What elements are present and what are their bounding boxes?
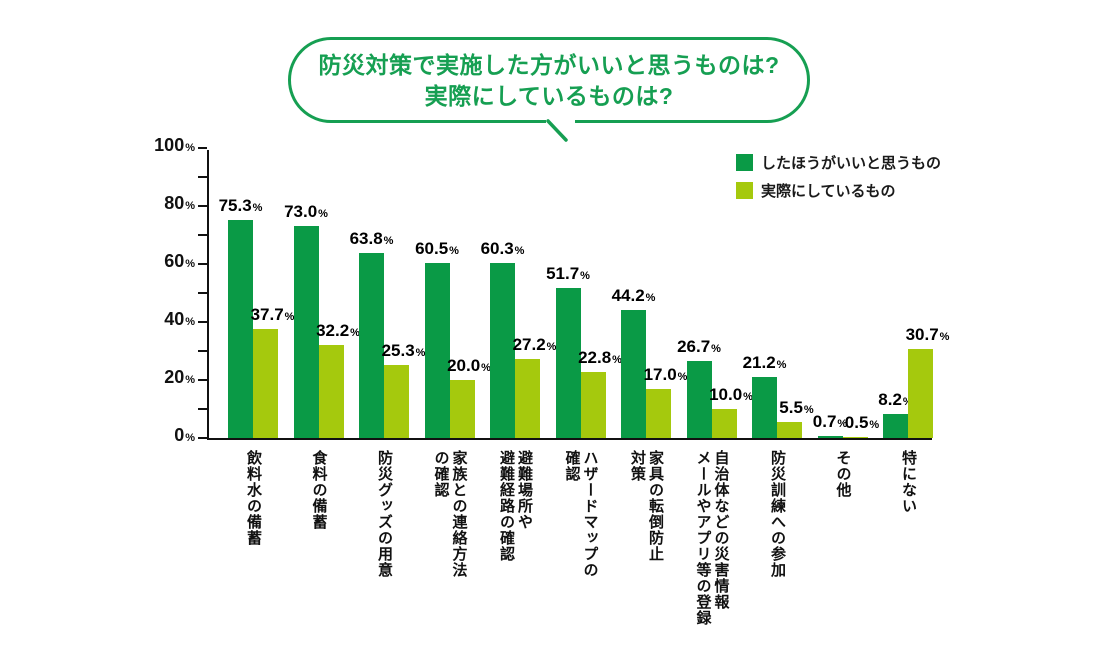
value-label-think: 73.0% bbox=[284, 202, 328, 222]
category-label: 避難場所や 避難経路の確認 bbox=[498, 450, 533, 562]
y-axis-tick bbox=[198, 437, 207, 439]
bar-think bbox=[817, 435, 843, 438]
y-axis-label: 40% bbox=[164, 309, 195, 329]
category-label: 特にない bbox=[900, 450, 917, 514]
y-axis-tick bbox=[198, 292, 207, 294]
value-label-doing: 0.5% bbox=[844, 412, 880, 432]
y-axis-tick bbox=[198, 234, 207, 236]
value-label-doing: 25.3% bbox=[381, 340, 426, 360]
category-label: 防災グッズの用意 bbox=[376, 450, 393, 578]
category-label: その他 bbox=[834, 450, 852, 498]
y-axis-tick bbox=[198, 176, 207, 178]
y-axis-tick bbox=[198, 408, 207, 410]
category-label: 食料の備蓄 bbox=[310, 450, 328, 530]
bar-think bbox=[621, 309, 646, 438]
value-label-think: 60.3% bbox=[480, 239, 525, 259]
value-label-doing: 22.8% bbox=[578, 347, 622, 367]
value-label-think: 75.3% bbox=[218, 195, 263, 215]
category-label: 自治体などの災害情報 メールやアプリ等の登録 bbox=[694, 450, 730, 626]
y-axis-label: 20% bbox=[164, 367, 195, 387]
bar-doing bbox=[908, 348, 933, 438]
legend: したほうがいいと思うもの 実際にしているもの bbox=[736, 152, 941, 208]
category-label: 飲料水の備蓄 bbox=[245, 450, 262, 546]
y-axis-tick bbox=[198, 205, 207, 207]
value-label-think: 60.5% bbox=[415, 238, 459, 258]
value-label-think: 8.2% bbox=[878, 390, 912, 410]
bar-doing bbox=[842, 436, 868, 438]
category-label: ハザードマップの 確認 bbox=[563, 450, 599, 578]
y-axis-tick bbox=[198, 350, 207, 352]
y-axis-tick bbox=[198, 263, 207, 265]
value-label-doing: 37.7% bbox=[250, 304, 295, 324]
legend-swatch-doing bbox=[736, 182, 753, 199]
value-label-doing: 30.7% bbox=[905, 324, 950, 344]
bar-think bbox=[424, 262, 450, 438]
y-axis-label: 60% bbox=[164, 251, 195, 271]
legend-item-think: したほうがいいと思うもの bbox=[736, 152, 941, 173]
category-label: 防災訓練への参加 bbox=[769, 450, 786, 578]
category-label: 家具の転倒防止 対策 bbox=[629, 450, 664, 562]
bar-doing bbox=[384, 364, 409, 438]
bar-think bbox=[883, 414, 908, 438]
value-label-think: 26.7% bbox=[677, 336, 721, 356]
speech-bubble-tail bbox=[546, 118, 575, 142]
value-label-doing: 20.0% bbox=[447, 356, 491, 375]
legend-label-doing: 実際にしているもの bbox=[761, 183, 896, 200]
bar-think bbox=[555, 288, 581, 438]
y-axis-label: 100% bbox=[154, 135, 195, 155]
bar-think bbox=[686, 360, 712, 438]
value-label-think: 44.2% bbox=[611, 285, 656, 305]
y-axis-tick bbox=[198, 321, 207, 323]
value-label-doing: 27.2% bbox=[512, 335, 557, 355]
y-axis-label: 0% bbox=[174, 425, 195, 445]
legend-swatch-think bbox=[736, 154, 753, 171]
value-label-doing: 5.5% bbox=[779, 398, 814, 418]
chart-title-bubble: 防災対策で実施した方がいいと思うものは? 実際にしているものは? bbox=[288, 37, 810, 123]
y-axis-tick bbox=[198, 379, 207, 381]
category-label: 家族との連絡方法 の確認 bbox=[432, 450, 468, 578]
bar-doing bbox=[646, 388, 671, 438]
chart-title-line-1: 防災対策で実施した方がいいと思うものは? bbox=[318, 52, 780, 78]
value-label-think: 0.7% bbox=[812, 411, 848, 431]
bar-doing bbox=[777, 422, 802, 438]
value-label-doing: 17.0% bbox=[643, 364, 688, 384]
legend-label-think: したほうがいいと思うもの bbox=[761, 155, 942, 172]
value-label-think: 21.2% bbox=[742, 352, 787, 372]
bar-think bbox=[490, 263, 515, 438]
bar-doing bbox=[580, 371, 606, 438]
chart-title-line-2: 実際にしているものは? bbox=[424, 83, 674, 109]
bar-think bbox=[228, 219, 253, 438]
bar-doing bbox=[449, 380, 475, 438]
bar-doing bbox=[515, 359, 540, 438]
value-label-doing: 10.0% bbox=[709, 385, 753, 404]
bar-think bbox=[752, 376, 777, 438]
plot-area: 0% 20% 40% 60% 80% 100% 75.3% 37.7% 飲料水の備蓄 73.0% 3… bbox=[154, 135, 949, 626]
y-axis-label: 80% bbox=[164, 193, 195, 213]
legend-item-doing: 実際にしているもの bbox=[736, 180, 941, 201]
bar-doing bbox=[253, 328, 278, 438]
y-axis-tick bbox=[198, 147, 207, 149]
value-label-think: 51.7% bbox=[546, 264, 590, 284]
bar-doing bbox=[711, 409, 737, 438]
bar-think bbox=[359, 252, 384, 438]
bar-doing bbox=[318, 344, 344, 438]
bar-think bbox=[293, 226, 319, 438]
value-label-doing: 32.2% bbox=[316, 320, 360, 340]
value-label-think: 63.8% bbox=[349, 228, 394, 248]
